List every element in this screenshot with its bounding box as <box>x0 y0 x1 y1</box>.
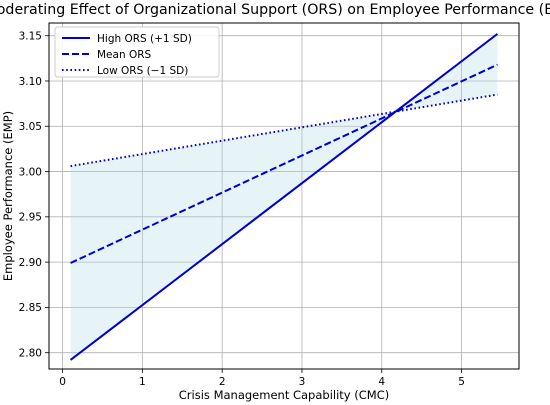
legend-label: High ORS (+1 SD) <box>97 33 192 45</box>
y-tick-label: 2.90 <box>19 257 42 269</box>
legend-label: Low ORS (−1 SD) <box>97 65 188 77</box>
legend-box <box>54 26 220 78</box>
y-axis-ticks: 2.80 2.85 2.90 2.95 3.00 3.05 3.10 3.15 <box>19 30 49 359</box>
y-axis-label: Employee Performance (EMP) <box>1 111 15 281</box>
x-tick-label: 2 <box>219 376 226 388</box>
y-tick-label: 2.80 <box>19 347 42 359</box>
series-line-1 <box>69 33 499 361</box>
legend: High ORS (+1 SD) Mean ORS Low ORS (−1 SD) <box>54 26 220 78</box>
y-tick-label: 2.95 <box>19 212 42 224</box>
series-line-2 <box>70 63 498 264</box>
series-line-3 <box>70 93 498 168</box>
x-tick-label: 3 <box>299 376 306 388</box>
y-tick-label: 3.05 <box>19 121 42 133</box>
x-axis-ticks: 0 1 2 3 4 5 <box>59 369 465 388</box>
x-tick-label: 4 <box>378 376 385 388</box>
y-tick-label: 3.10 <box>19 76 42 88</box>
plot-frame <box>48 22 520 370</box>
y-tick-label: 3.15 <box>19 30 42 42</box>
y-tick-label: 2.85 <box>19 302 42 314</box>
x-tick-label: 5 <box>458 376 465 388</box>
chart-title: Moderating Effect of Organizational Supp… <box>0 2 550 18</box>
x-tick-label: 0 <box>59 376 66 388</box>
x-tick-label: 1 <box>139 376 146 388</box>
y-tick-label: 3.00 <box>19 166 42 178</box>
x-axis-label: Crisis Management Capability (CMC) <box>179 388 389 402</box>
legend-label: Mean ORS <box>97 49 152 61</box>
series-layer <box>69 33 499 361</box>
